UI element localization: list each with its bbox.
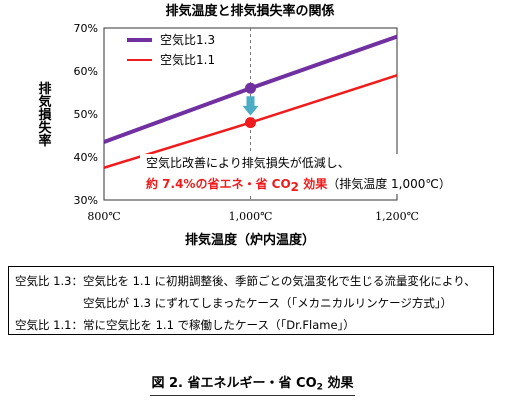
x-tick-label: 800℃ [87,210,120,223]
figure-caption: 図 2. 省エネルギー・省 CO2 効果 [0,372,505,392]
note-line-1: 空気比 1.3：空気比を 1.1 に初期調整後、季節ごとの気温変化で生じる流量変… [15,274,476,288]
caption-suffix: 効果 [322,376,354,391]
chart-title: 排気温度と排気損失率の関係 [165,3,334,19]
x-axis-label: 排気温度（炉内温度） [185,232,315,248]
note-line-3: 空気比 1.1：常に空気比を 1.1 で稼働したケース（「Dr.Flame」） [15,318,355,332]
annotation-line-2: 約 7.4%の省エネ・省 CO2 効果（排気温度 1,000℃） [146,176,451,194]
y-tick-labels: 30% 40% 50% 60% 70% [74,22,98,207]
note-line-2: 空気比が 1.3 にずれてしまったケース（「メカニカルリンケージ方式」） [83,296,453,310]
annotation-condition: （排気温度 1,000℃） [327,176,451,191]
annotation-highlight-subscript: 2 [291,180,299,194]
annotation-highlight-tail: 効果 [299,176,327,191]
caption-subscript: 2 [316,382,323,393]
points-layer [245,82,256,129]
y-tick-label: 30% [74,194,98,207]
chart: 排気温度と排気損失率の関係 30% 40% 50% 60% 70% 800℃ 1,000℃… [35,3,476,248]
annotation-background [140,154,476,194]
legend-label-series-2: 空気比1.1 [160,52,215,67]
caption-prefix: 図 2. 省エネルギー・省 CO [151,376,317,391]
x-tick-labels: 800℃ 1,000℃ 1,200℃ [87,210,419,223]
y-axis-label: 排気損失率 [36,81,52,148]
legend: 空気比1.3 空気比1.1 [127,32,215,67]
y-tick-label: 70% [74,22,98,35]
y-tick-label: 50% [74,108,98,121]
x-tick-label: 1,000℃ [229,210,273,223]
x-tick-label: 1,200℃ [375,210,419,223]
y-tick-label: 60% [74,65,98,78]
annotation-highlight: 約 7.4%の省エネ・省 CO [146,176,291,191]
reduction-arrow-shape [242,96,259,116]
legend-label-series-1: 空気比1.3 [160,32,215,47]
highlight-point-1 [245,82,256,94]
highlight-point-2 [245,117,256,129]
annotation-line-1: 空気比改善により排気損失が低減し、 [146,155,350,170]
y-tick-label: 40% [74,151,98,164]
reduction-arrow [242,96,259,116]
caption-underline [150,395,355,396]
notes-box: 空気比 1.3：空気比を 1.1 に初期調整後、季節ごとの気温変化で生じる流量変… [8,266,494,335]
